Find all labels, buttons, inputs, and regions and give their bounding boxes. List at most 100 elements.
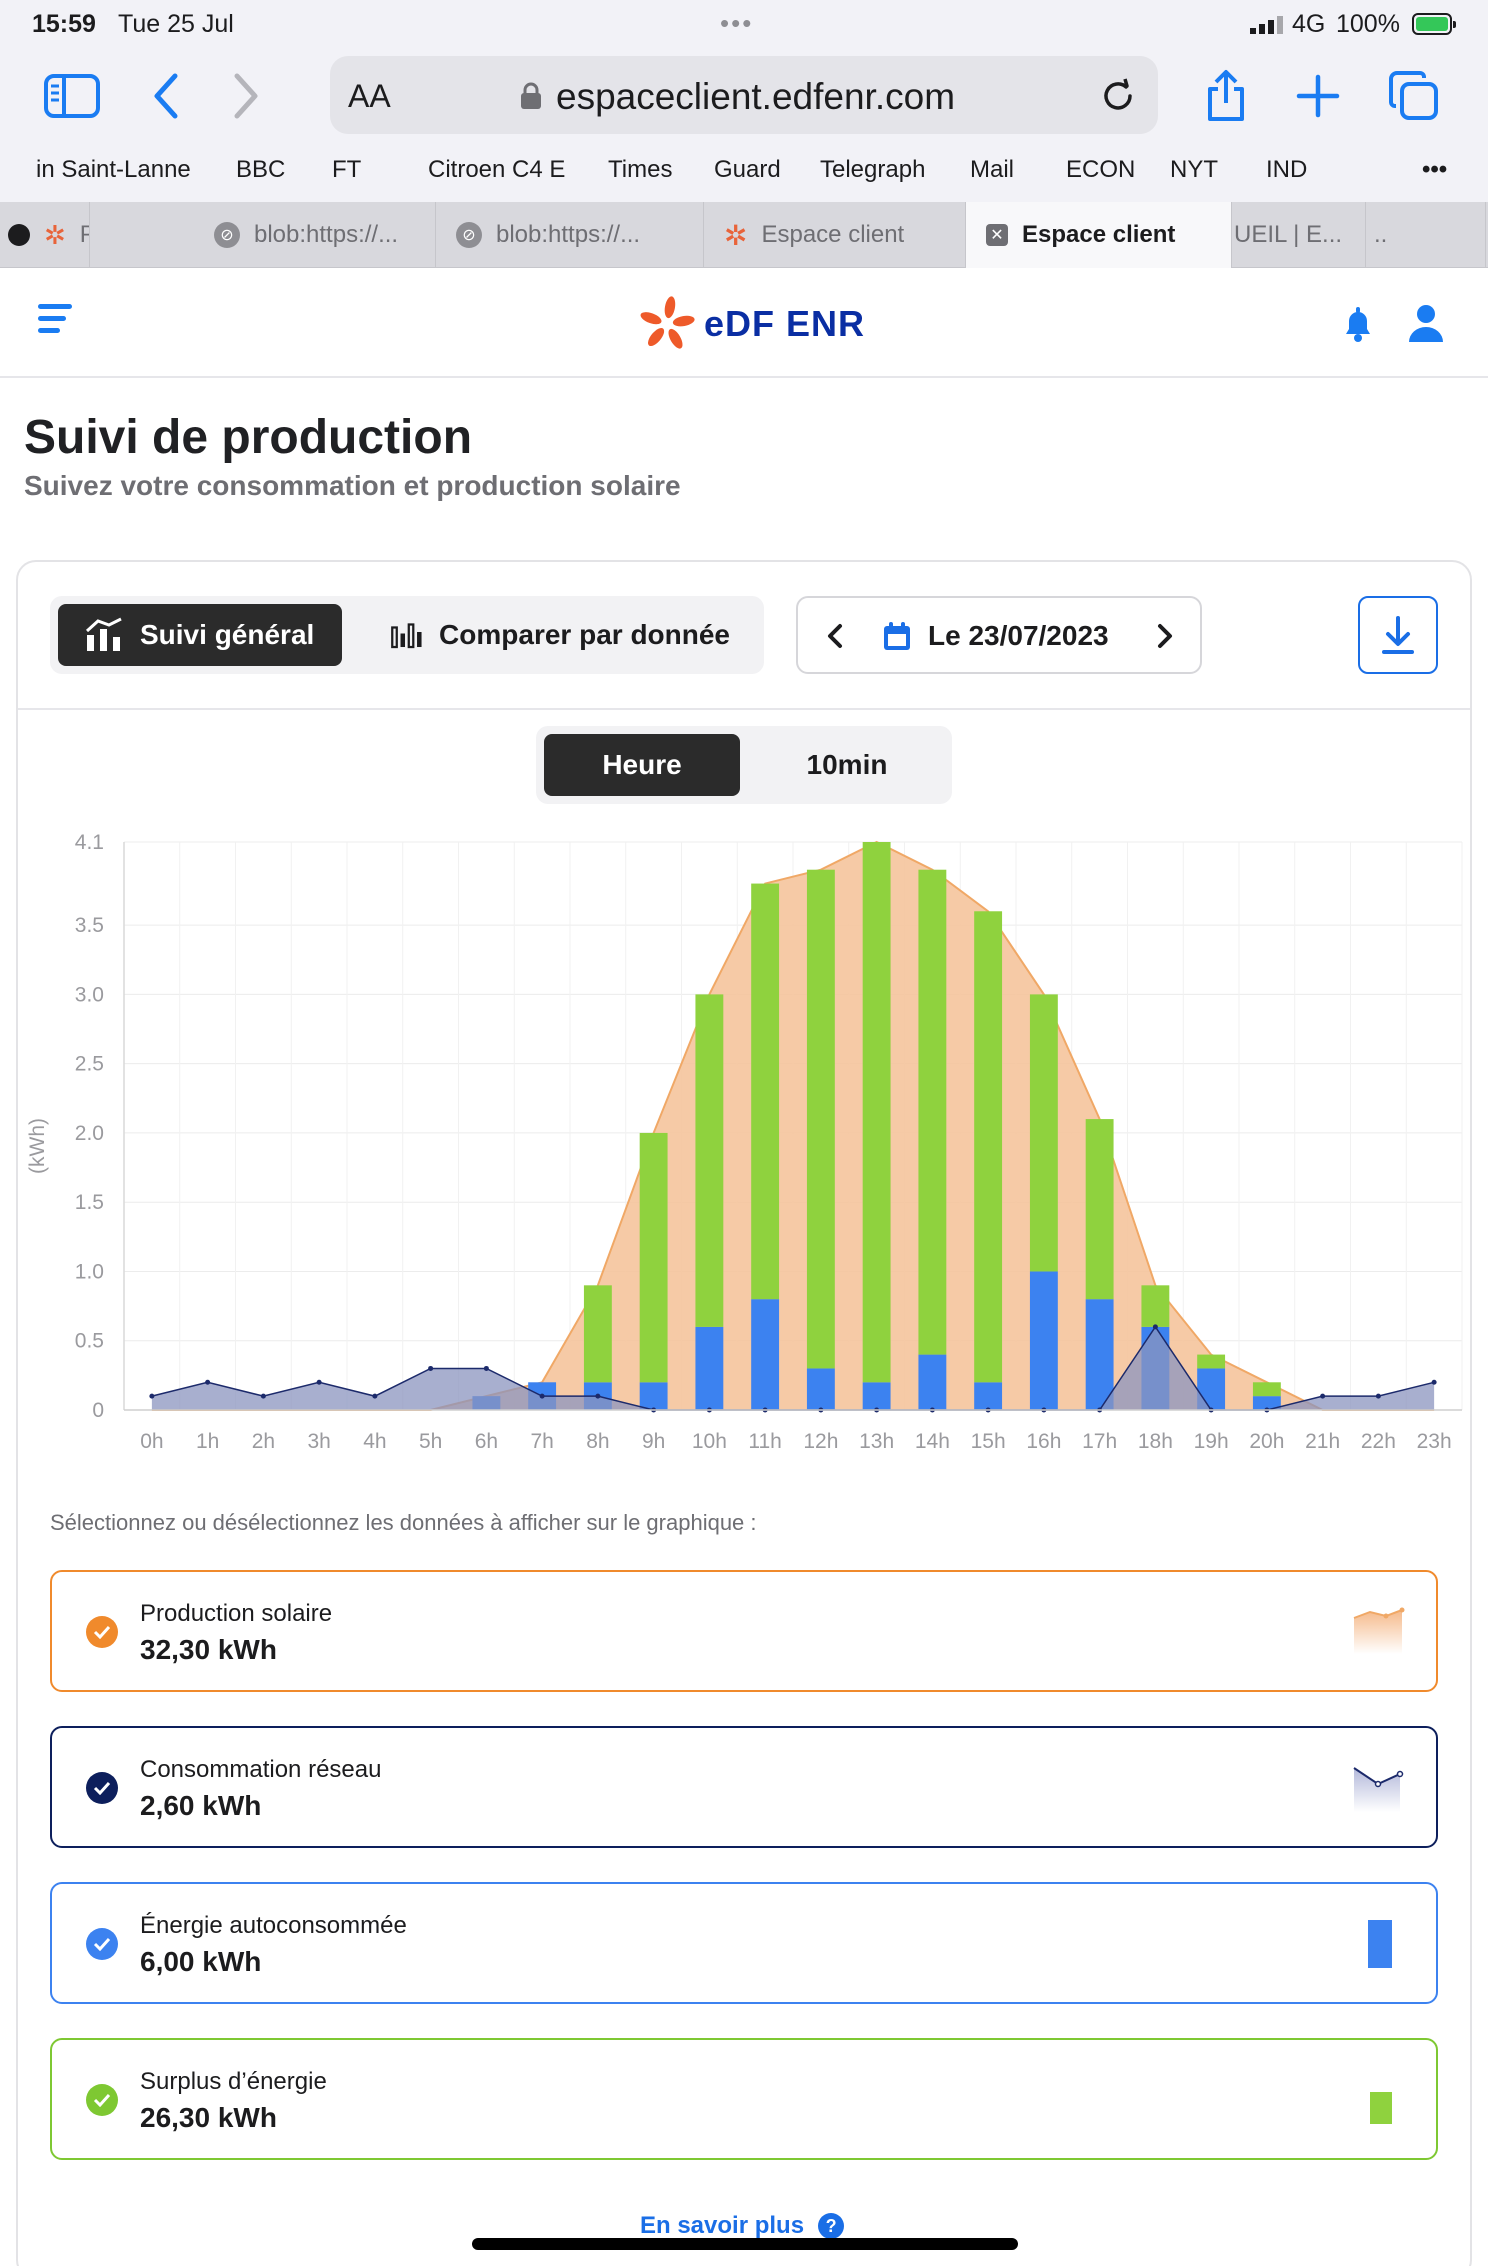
tab[interactable]: .. [1366,202,1486,268]
page-subtitle: Suivez votre consommation et production … [24,470,681,501]
x-tick-label: 15h [971,1430,1006,1453]
battery-icon [1412,13,1456,35]
bar-autoconsommee [1252,1396,1281,1410]
bar-surplus [862,842,891,1383]
tab-strip: ✲ Pa ⊘ blob:https://... ⊘ blob:https://.… [0,202,1488,268]
date-picker: Le 23/07/2023 [796,596,1202,674]
bar-autoconsommee [974,1382,1003,1410]
tab-label: UEIL | E... [1234,221,1343,248]
view-compare-button[interactable]: Comparer par donnée [364,604,756,666]
consumption-point [483,1365,489,1371]
bar-surplus [1085,1119,1114,1300]
legend-name: Surplus d’énergie [140,2068,327,2095]
date-label[interactable]: Le 23/07/2023 [928,620,1109,651]
legend-name: Production solaire [140,1600,333,1627]
chevron-left-icon[interactable] [824,620,848,657]
back-icon[interactable] [136,68,196,124]
legend-value: 6,00 kWh [140,1946,262,1977]
bookmark-item[interactable]: Mail [970,156,1015,183]
bell-icon[interactable] [1338,304,1378,349]
sidebar-icon[interactable] [42,68,102,124]
y-tick-label: 4.1 [75,831,104,854]
legend-energie-autoconsommee[interactable]: Énergie autoconsommée 6,00 kWh [50,1882,1438,2004]
bookmark-item[interactable]: Guard [714,156,781,183]
legend-surplus-energie[interactable]: Surplus d’énergie 26,30 kWh [50,2038,1438,2160]
legend-value: 26,30 kWh [140,2102,277,2133]
x-tick-label: 23h [1417,1430,1452,1453]
bookmark-item[interactable]: Citroen C4 E [428,156,566,183]
tab-active[interactable]: ✕ Espace client [966,202,1232,268]
reader-aa-button[interactable]: AA [348,78,391,114]
tab[interactable]: ✲ Espace client [704,202,966,268]
forward-icon[interactable] [216,68,276,124]
x-tick-label: 14h [915,1430,950,1453]
tab-label: Espace client [761,221,905,248]
consumption-point [372,1393,378,1399]
bookmark-item[interactable]: FT [332,156,362,183]
bar-surplus [695,994,724,1327]
x-tick-label: 21h [1305,1430,1340,1453]
share-icon[interactable] [1196,68,1256,124]
tab[interactable]: ⊘ blob:https://... [436,202,704,268]
signal-icon [1250,14,1284,34]
edf-flower-icon [640,296,695,349]
x-tick-label: 9h [642,1430,665,1453]
bookmark-item[interactable]: NYT [1170,156,1218,183]
menu-icon[interactable] [38,304,72,340]
calendar-icon[interactable] [882,620,912,657]
pinned-tab-icon [8,224,30,246]
tab[interactable]: ⊘ blob:https://... [194,202,436,268]
bookmark-item[interactable]: ECON [1066,156,1136,183]
bookmarks-more-icon[interactable]: ••• [1422,156,1448,183]
bookmark-item[interactable]: Telegraph [820,156,926,183]
check-icon [86,1772,118,1804]
consumption-point [595,1393,601,1399]
bookmark-item[interactable]: in Saint-Lanne [36,156,191,183]
x-tick-label: 20h [1249,1430,1284,1453]
x-tick-label: 19h [1194,1430,1229,1453]
edf-enr-logo[interactable]: eDF ENR [636,294,865,354]
edf-flower-icon: ✲ [724,219,748,251]
reload-icon[interactable] [1098,76,1138,121]
x-tick-label: 2h [252,1430,275,1453]
y-tick-label: 0 [92,1399,104,1422]
consumption-area [151,1326,1435,1410]
x-tick-label: 12h [803,1430,838,1453]
user-icon[interactable] [1406,302,1446,349]
download-button[interactable] [1358,596,1438,674]
x-tick-label: 0h [140,1430,163,1453]
y-tick-label: 2.5 [75,1053,104,1076]
consumption-point [539,1393,545,1399]
y-tick-label: 1.0 [75,1260,104,1283]
legend-consommation-reseau[interactable]: Consommation réseau 2,60 kWh [50,1726,1438,1848]
bar-surplus [639,1132,668,1383]
check-icon [86,1928,118,1960]
granularity-hour-button[interactable]: Heure [544,734,740,796]
learn-more-label: En savoir plus [640,2212,805,2239]
chevron-right-icon[interactable] [1152,620,1176,657]
tab-label: Espace client [1022,221,1176,248]
url-text[interactable]: espaceclient.edfenr.com [556,76,956,117]
bar-autoconsommee [751,1299,780,1410]
learn-more-link[interactable]: En savoir plus ? [640,2212,845,2240]
tab[interactable]: ✲ Pa [0,202,90,268]
new-tab-icon[interactable] [1288,68,1348,124]
close-icon[interactable]: ✕ [986,224,1008,246]
production-chart[interactable]: 0 0.5 1.0 1.5 2.0 2.5 3.0 3.5 4.1 (kWh) 0h 1h 2h 3h 4h… [20,820,1470,1470]
chart-svg: 0 0.5 1.0 1.5 2.0 2.5 3.0 3.5 4.1 (kWh) 0h 1h 2h 3h 4h… [26,831,1463,1453]
bookmark-item[interactable]: Times [608,156,673,183]
app-header: eDF ENR [0,268,1488,378]
x-tick-label: 18h [1138,1430,1173,1453]
address-bar[interactable]: AA espaceclient.edfenr.com [330,56,1158,134]
bookmark-item[interactable]: BBC [236,156,286,183]
x-tick-label: 4h [363,1430,386,1453]
granularity-10min-button[interactable]: 10min [806,749,888,780]
granularity-switch: Heure 10min [536,726,952,804]
tab[interactable]: UEIL | E... [1232,202,1366,268]
consumption-point [205,1379,211,1385]
view-general-button[interactable]: Suivi général [58,604,342,666]
multitasking-dots-icon[interactable]: ••• [720,8,754,38]
tabs-overview-icon[interactable] [1384,68,1444,124]
legend-production-solaire[interactable]: Production solaire 32,30 kWh [50,1570,1438,1692]
bookmark-item[interactable]: IND [1266,156,1308,183]
